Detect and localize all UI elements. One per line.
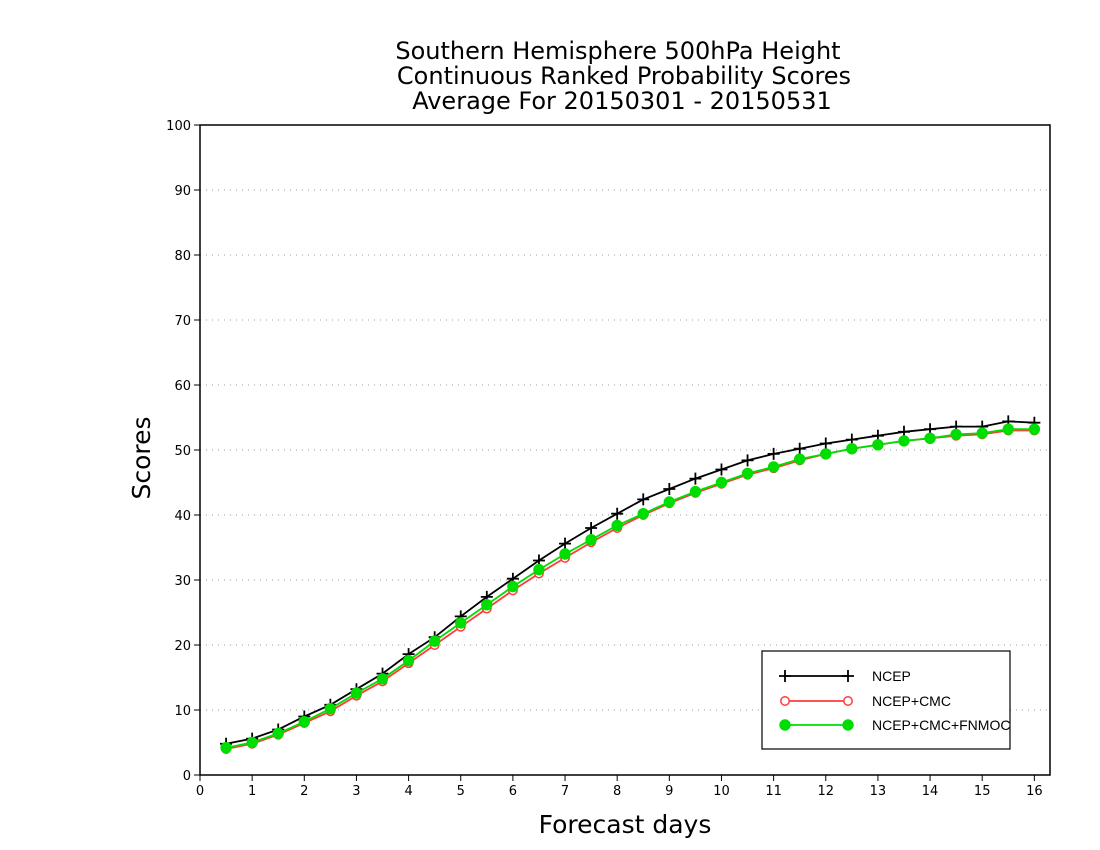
plus-marker bbox=[779, 670, 791, 682]
filled-circle-marker bbox=[976, 427, 988, 439]
filled-circle-marker bbox=[689, 485, 702, 498]
y-tick-label: 60 bbox=[174, 379, 191, 394]
y-axis-label: Scores bbox=[127, 416, 156, 499]
plus-marker bbox=[741, 454, 754, 467]
legend-label-ncep-cmc: NCEP+CMC bbox=[872, 693, 951, 709]
filled-circle-marker bbox=[637, 508, 649, 520]
filled-circle-marker bbox=[1028, 423, 1041, 435]
filled-circle-marker bbox=[741, 467, 754, 480]
x-tick-label: 12 bbox=[817, 784, 834, 799]
x-tick-label: 10 bbox=[713, 784, 730, 799]
filled-circle-marker bbox=[950, 428, 962, 441]
filled-circle-marker bbox=[428, 635, 441, 647]
filled-circle-marker bbox=[842, 719, 854, 731]
y-tick-label: 90 bbox=[174, 184, 191, 199]
legend-box bbox=[761, 650, 1011, 750]
grid-lines bbox=[200, 189, 1050, 711]
filled-circle-marker bbox=[350, 687, 363, 699]
y-tick-label: 70 bbox=[174, 314, 191, 329]
plus-marker bbox=[793, 442, 806, 455]
y-tick-label: 0 bbox=[183, 769, 191, 784]
chart-title-line-2: Continuous Ranked Probability Scores bbox=[397, 62, 851, 90]
plus-marker bbox=[689, 472, 702, 485]
y-tick-label: 100 bbox=[166, 119, 191, 134]
x-tick-label: 7 bbox=[561, 784, 569, 799]
filled-circle-marker bbox=[767, 461, 780, 473]
filled-circle-marker bbox=[272, 727, 284, 740]
chart-title-line-3: Average For 20150301 - 20150531 bbox=[412, 87, 832, 115]
legend-label-ncep-cmc-fnmoc: NCEP+CMC+FNMOC bbox=[872, 717, 1010, 733]
filled-circle-marker bbox=[559, 548, 571, 560]
filled-circle-marker bbox=[585, 534, 597, 546]
filled-circle-marker bbox=[779, 719, 791, 731]
filled-circle-marker bbox=[663, 496, 676, 508]
plus-marker bbox=[637, 493, 650, 506]
y-tick-label: 10 bbox=[174, 704, 191, 719]
filled-circle-marker bbox=[533, 563, 545, 576]
legend-markers bbox=[779, 670, 854, 731]
y-tick-label: 50 bbox=[174, 444, 191, 459]
plus-marker bbox=[842, 670, 854, 682]
legend-label-ncep: NCEP bbox=[872, 668, 911, 684]
filled-circle-marker bbox=[872, 439, 884, 451]
filled-circle-marker bbox=[820, 448, 832, 460]
filled-circle-marker bbox=[507, 580, 519, 593]
x-tick-label: 6 bbox=[509, 784, 517, 799]
x-axis-label: Forecast days bbox=[539, 810, 712, 839]
x-tick-label: 14 bbox=[922, 784, 939, 799]
x-tick-label: 0 bbox=[196, 784, 204, 799]
series-group bbox=[220, 415, 1041, 754]
filled-circle-marker bbox=[1002, 423, 1014, 435]
x-tick-label: 15 bbox=[974, 784, 991, 799]
filled-circle-marker bbox=[324, 703, 337, 715]
plus-marker bbox=[767, 447, 780, 460]
x-tick-label: 13 bbox=[870, 784, 887, 799]
x-tick-label: 4 bbox=[404, 784, 412, 799]
plus-marker bbox=[819, 437, 832, 450]
open-circle-marker bbox=[780, 696, 790, 706]
filled-circle-marker bbox=[455, 617, 467, 629]
filled-circle-marker bbox=[481, 599, 493, 611]
x-tick-label: 5 bbox=[457, 784, 465, 799]
series-ncep-cmc-fnmoc bbox=[220, 423, 1041, 754]
x-tick-label: 16 bbox=[1026, 784, 1043, 799]
x-tick-label: 9 bbox=[665, 784, 673, 799]
plus-marker bbox=[611, 507, 624, 520]
legend: NCEP NCEP+CMC NCEP+CMC+FNMOC bbox=[761, 650, 1011, 750]
x-tick-label: 11 bbox=[765, 784, 782, 799]
filled-circle-marker bbox=[715, 476, 728, 489]
filled-circle-marker bbox=[611, 519, 623, 532]
filled-circle-marker bbox=[898, 435, 910, 447]
plus-marker bbox=[559, 537, 572, 550]
y-tick-label: 40 bbox=[174, 509, 191, 524]
x-tick-label: 1 bbox=[248, 784, 256, 799]
filled-circle-marker bbox=[924, 432, 936, 444]
filled-circle-marker bbox=[846, 443, 858, 455]
open-circle-marker bbox=[843, 696, 853, 706]
plus-marker bbox=[663, 483, 676, 495]
y-tick-label: 30 bbox=[174, 574, 191, 589]
x-tick-label: 3 bbox=[352, 784, 360, 799]
filled-circle-marker bbox=[376, 673, 389, 685]
y-tick-label: 80 bbox=[174, 249, 191, 264]
y-tick-label: 20 bbox=[174, 639, 191, 654]
filled-circle-marker bbox=[246, 736, 258, 749]
x-tick-label: 2 bbox=[300, 784, 308, 799]
plus-marker bbox=[585, 522, 598, 534]
chart-title-line-1: Southern Hemisphere 500hPa Height bbox=[395, 37, 840, 65]
filled-circle-marker bbox=[220, 742, 232, 754]
x-tick-label: 8 bbox=[613, 784, 621, 799]
filled-circle-marker bbox=[402, 654, 415, 667]
plus-marker bbox=[715, 463, 728, 476]
filled-circle-marker bbox=[298, 716, 310, 728]
filled-circle-marker bbox=[793, 453, 806, 465]
